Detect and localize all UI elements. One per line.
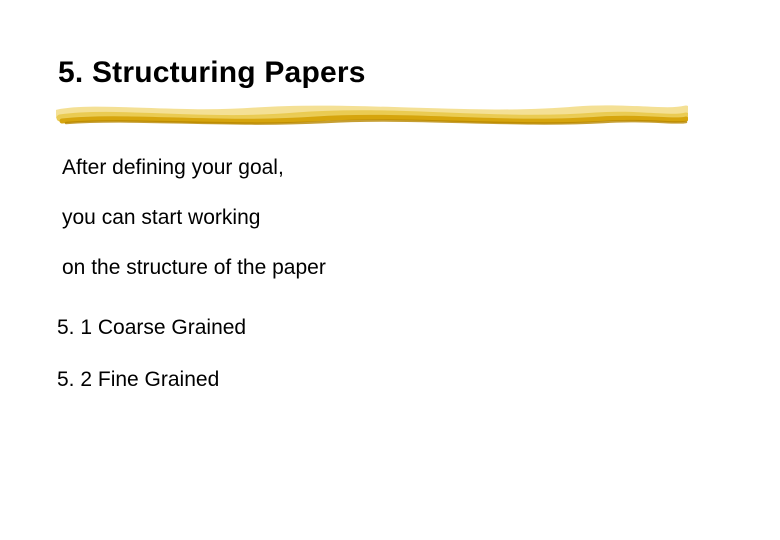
section-heading: 5. Structuring Papers <box>58 56 366 90</box>
slide: 5. Structuring Papers After defining you… <box>0 0 780 540</box>
intro-line-1: After defining your goal, <box>62 156 284 180</box>
subsection-1: 5. 1 Coarse Grained <box>57 316 246 340</box>
intro-line-3: on the structure of the paper <box>62 256 326 280</box>
subsection-2: 5. 2 Fine Grained <box>57 368 219 392</box>
highlight-underline-icon <box>56 104 688 130</box>
intro-line-2: you can start working <box>62 206 260 230</box>
